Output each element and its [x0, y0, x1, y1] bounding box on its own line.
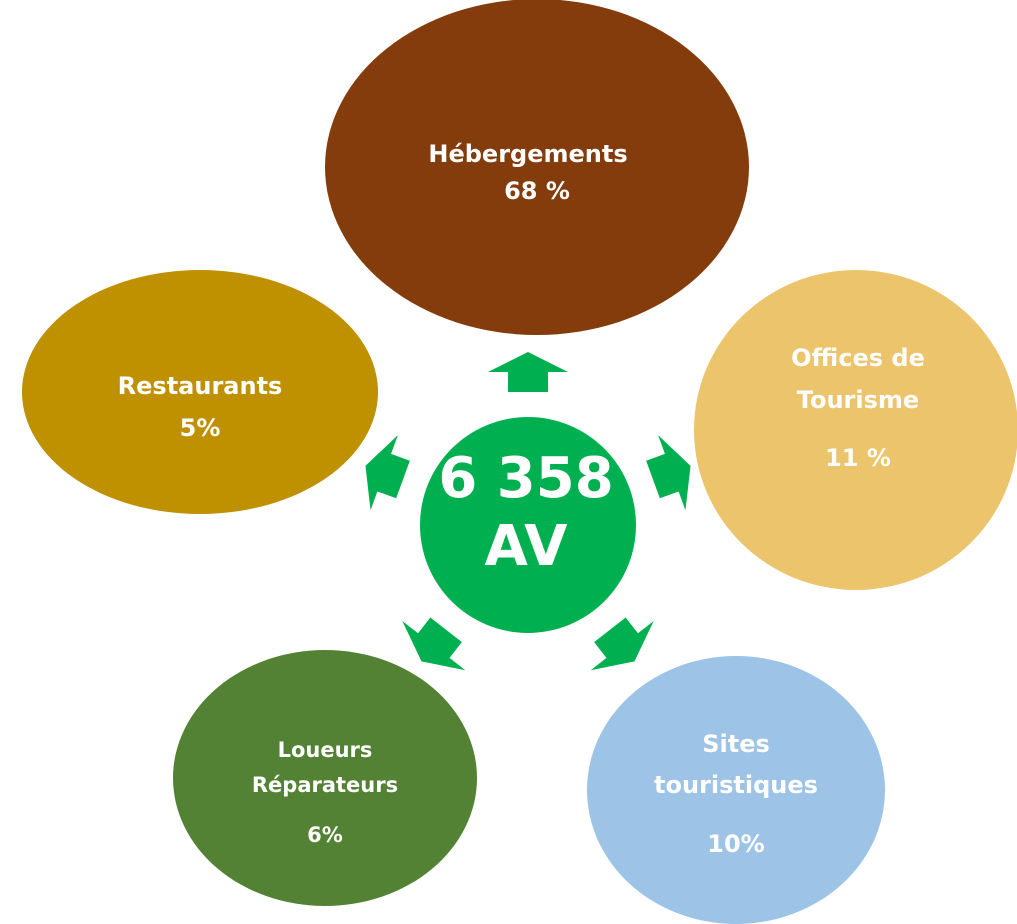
node-value: 6% — [307, 823, 343, 847]
center-circle — [420, 417, 636, 633]
arrow — [646, 435, 691, 511]
arrow — [488, 352, 568, 392]
node-label: Restaurants — [118, 372, 283, 400]
center-label: AV — [485, 514, 569, 579]
node-value: 10% — [707, 830, 764, 858]
node-label: Offices de — [791, 344, 925, 372]
node-label: Hébergements — [428, 140, 627, 168]
node-label: Réparateurs — [252, 773, 398, 797]
node-value: 11 % — [825, 444, 891, 472]
node-loueurs — [173, 650, 477, 906]
center-label: 6 358 — [438, 446, 613, 511]
node-restaurants — [22, 270, 378, 514]
node-label: Loueurs — [278, 738, 373, 762]
arrows — [365, 352, 691, 671]
node-offices — [694, 270, 1017, 590]
arrow — [590, 617, 654, 671]
node-label: Sites — [702, 730, 770, 758]
node-sites — [587, 656, 885, 924]
node-value: 5% — [180, 414, 221, 442]
node-label: touristiques — [654, 771, 818, 799]
node-hebergements — [325, 0, 749, 335]
arrow — [402, 617, 466, 671]
arrow — [365, 435, 410, 511]
node-value: 68 % — [504, 177, 570, 205]
node-label: Tourisme — [797, 386, 919, 414]
